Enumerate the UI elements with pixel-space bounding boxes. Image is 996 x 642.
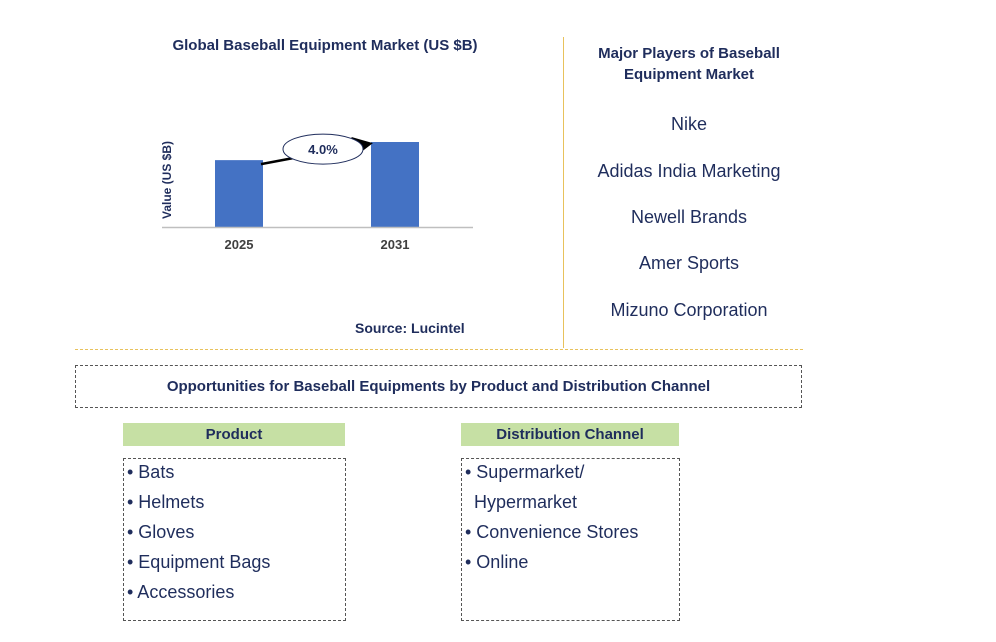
x-tick-label-2025: 2025 [225, 237, 254, 252]
product-header: Product [123, 423, 345, 446]
list-item: • Gloves [127, 522, 195, 542]
bar-2031 [371, 142, 419, 227]
list-item: • Helmets [127, 492, 205, 512]
players-title: Major Players of Baseball Equipment Mark… [598, 45, 780, 83]
cagr-label: 4.0% [308, 142, 338, 157]
player-amer: Amer Sports [638, 253, 740, 273]
list-item: • Accessories [127, 582, 235, 602]
channel-list: • Supermarket/ Hypermarket • Convenience… [461, 458, 680, 621]
bar-chart: Value (US $B) 2025 2031 4.0% [160, 133, 473, 252]
list-item: • Equipment Bags [127, 552, 271, 572]
horizontal-divider [75, 349, 803, 350]
list-item: • Bats [127, 462, 175, 482]
product-list: • Bats • Helmets • Gloves • Equipment Ba… [123, 458, 346, 621]
x-tick-label-2031: 2031 [381, 237, 410, 252]
player-adidas: Adidas India Marketing [597, 161, 781, 181]
y-axis-label: Value (US $B) [160, 141, 174, 219]
vertical-divider [563, 37, 564, 348]
source-label: Source: Lucintel [355, 320, 465, 336]
chart-title: Global Baseball Equipment Market (US $B) [172, 37, 478, 54]
player-mizuno: Mizuno Corporation [610, 300, 768, 320]
opportunities-title-box: Opportunities for Baseball Equipments by… [75, 365, 802, 408]
bar-2025 [215, 160, 263, 227]
player-nike: Nike [670, 114, 707, 134]
channel-header: Distribution Channel [461, 423, 679, 446]
cagr-ellipse [282, 133, 364, 165]
list-item: • Convenience Stores [465, 522, 639, 542]
list-item: • Supermarket/ [465, 462, 585, 482]
opportunities-title: Opportunities for Baseball Equipments by… [166, 378, 711, 395]
list-item: Hypermarket [474, 492, 578, 512]
list-item: • Online [465, 552, 529, 572]
player-newell: Newell Brands [630, 207, 748, 227]
